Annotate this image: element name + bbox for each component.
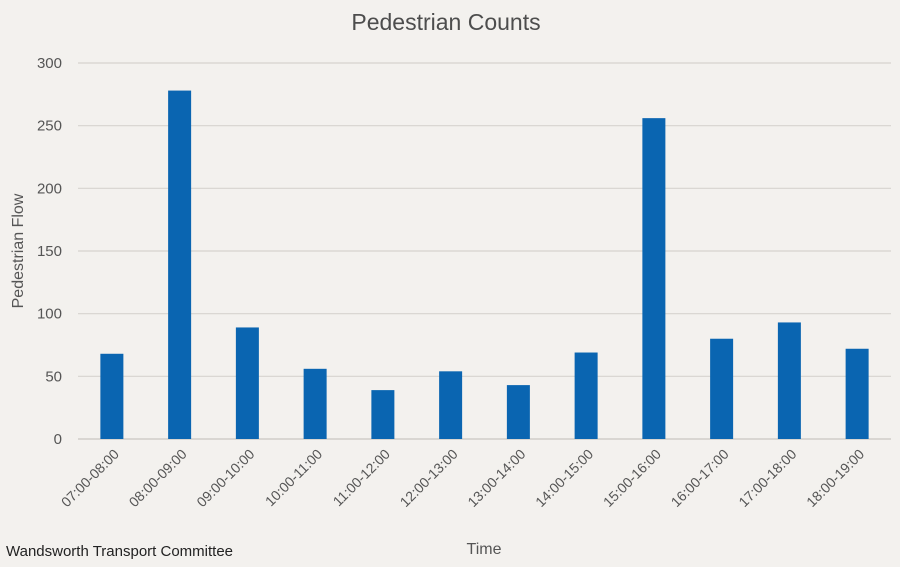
gridlines	[78, 62, 891, 440]
x-tick-label: 10:00-11:00	[262, 446, 326, 510]
bar-08:00-09:00	[168, 90, 192, 439]
bar-12:00-13:00	[439, 371, 463, 439]
x-tick-label: 18:00-19:00	[803, 446, 867, 510]
x-tick-label: 12:00-13:00	[397, 446, 461, 510]
y-axis-ticks: 0 50 100 150 200 250 300	[37, 55, 62, 448]
y-tick-label: 0	[54, 431, 62, 448]
y-tick-label: 300	[37, 55, 62, 72]
bar-14:00-15:00	[574, 352, 598, 439]
x-tick-label: 11:00-12:00	[330, 446, 394, 510]
x-tick-label: 09:00-10:00	[193, 446, 257, 510]
bars	[100, 90, 869, 439]
y-tick-label: 50	[45, 368, 62, 385]
x-tick-label: 07:00-08:00	[58, 446, 122, 510]
bar-17:00-18:00	[777, 322, 801, 439]
y-tick-label: 150	[37, 243, 62, 260]
bar-09:00-10:00	[235, 327, 259, 439]
x-tick-label: 14:00-15:00	[532, 446, 596, 510]
x-tick-label: 15:00-16:00	[600, 446, 664, 510]
y-tick-label: 200	[37, 180, 62, 197]
y-tick-label: 250	[37, 118, 62, 135]
bar-07:00-08:00	[100, 353, 124, 439]
bar-13:00-14:00	[506, 385, 530, 439]
x-axis-label: Time	[467, 541, 502, 558]
chart-title: Pedestrian Counts	[351, 9, 540, 35]
bar-11:00-12:00	[371, 390, 395, 439]
x-tick-label: 13:00-14:00	[464, 446, 528, 510]
x-axis-ticks: 07:00-08:00 08:00-09:00 09:00-10:00 10:00-1…	[58, 446, 868, 510]
y-tick-label: 100	[37, 306, 62, 323]
bar-18:00-19:00	[845, 348, 869, 439]
bar-10:00-11:00	[303, 368, 327, 439]
source-caption: Wandsworth Transport Committee	[6, 543, 233, 560]
x-tick-label: 08:00-09:00	[126, 446, 190, 510]
x-tick-label: 16:00-17:00	[668, 446, 732, 510]
x-tick-label: 17:00-18:00	[735, 446, 799, 510]
bar-16:00-17:00	[710, 338, 734, 439]
bar-15:00-16:00	[642, 118, 666, 439]
y-axis-label: Pedestrian Flow	[10, 193, 27, 308]
